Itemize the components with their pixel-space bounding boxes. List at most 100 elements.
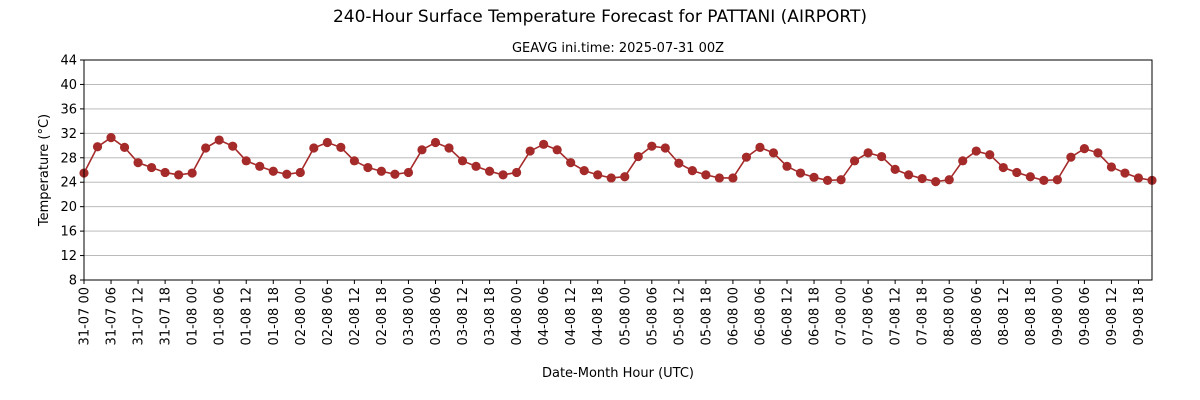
y-tick-label: 28 — [60, 151, 77, 166]
y-tick-label: 12 — [60, 249, 77, 264]
data-point — [322, 137, 332, 148]
data-point — [1052, 175, 1062, 185]
data-point — [1066, 152, 1076, 162]
y-tick-label: 36 — [60, 102, 77, 117]
data-point — [187, 168, 197, 178]
data-point — [282, 169, 292, 179]
data-point — [336, 142, 346, 152]
x-axis-label: Date-Month Hour (UTC) — [542, 366, 694, 381]
data-point — [160, 167, 170, 178]
data-point — [620, 172, 630, 182]
x-tick-label: 07-08 06 — [862, 287, 877, 345]
data-point — [376, 166, 387, 176]
x-tick-label: 01-08 18 — [267, 287, 282, 345]
data-point — [768, 148, 779, 158]
data-point — [309, 143, 319, 153]
data-point — [904, 170, 914, 180]
x-tick-label: 31-07 18 — [159, 287, 174, 345]
x-tick-label: 08-08 12 — [997, 287, 1012, 345]
data-point — [755, 142, 765, 152]
data-point — [566, 158, 576, 168]
data-point — [944, 175, 954, 185]
data-point — [714, 173, 724, 183]
data-point — [255, 161, 265, 171]
x-tick-label: 07-08 18 — [916, 287, 931, 345]
x-tick-label: 09-08 00 — [1051, 287, 1066, 345]
x-tick-label: 01-08 00 — [186, 287, 201, 345]
plot-frame — [83, 59, 1153, 281]
data-point — [119, 142, 130, 152]
x-tick-label: 02-08 06 — [321, 287, 336, 345]
data-point — [809, 172, 819, 182]
data-point — [593, 170, 603, 180]
x-tick-label: 01-08 12 — [240, 287, 255, 345]
y-tick-label: 44 — [60, 54, 77, 69]
data-point — [647, 141, 657, 151]
data-point — [214, 135, 224, 145]
data-point — [849, 156, 860, 166]
data-point — [741, 152, 752, 162]
data-point — [417, 145, 427, 155]
x-tick-label: 01-08 06 — [213, 287, 228, 345]
data-point — [92, 142, 103, 152]
data-point — [660, 143, 670, 153]
x-tick-label: 08-08 18 — [1024, 287, 1039, 345]
x-tick-label: 02-08 12 — [348, 287, 363, 345]
x-tick-label: 03-08 06 — [429, 287, 444, 345]
x-axis-ticks: 31-07 00 31-07 06 31-07 12 31-07 18 01-08 00… — [78, 280, 1147, 345]
data-point — [1079, 144, 1090, 154]
x-tick-label: 05-08 06 — [645, 287, 660, 345]
data-point — [525, 146, 535, 156]
data-point — [822, 175, 833, 185]
y-tick-label: 8 — [69, 274, 77, 289]
x-tick-label: 08-08 06 — [970, 287, 985, 345]
data-point — [498, 170, 508, 180]
data-point — [687, 166, 697, 176]
data-point — [539, 139, 549, 149]
gridlines — [84, 59, 1152, 281]
data-point — [674, 158, 684, 168]
x-tick-label: 06-08 18 — [808, 287, 823, 345]
data-point — [484, 166, 495, 176]
x-tick-label: 05-08 12 — [672, 287, 687, 345]
data-point — [1039, 175, 1049, 185]
data-point — [1106, 162, 1117, 172]
temperature-series-points — [79, 133, 1157, 187]
x-tick-label: 04-08 12 — [564, 287, 579, 345]
data-point — [863, 148, 873, 158]
y-axis-ticks: 8 12 16 20 24 28 32 36 40 44 — [60, 54, 84, 289]
data-point — [349, 156, 359, 166]
chart-title: 240-Hour Surface Temperature Forecast fo… — [333, 7, 867, 27]
x-tick-label: 09-08 12 — [1105, 287, 1120, 345]
data-point — [552, 145, 562, 155]
x-tick-label: 08-08 00 — [943, 287, 958, 345]
x-tick-label: 06-08 00 — [726, 287, 741, 345]
x-tick-label: 09-08 06 — [1078, 287, 1093, 345]
data-point — [471, 161, 481, 171]
data-point — [795, 168, 806, 178]
data-point — [728, 173, 738, 183]
chart-subtitle: GEAVG ini.time: 2025-07-31 00Z — [512, 41, 724, 56]
y-tick-label: 20 — [60, 200, 77, 215]
data-point — [430, 137, 441, 148]
x-tick-label: 06-08 06 — [753, 287, 768, 345]
x-tick-label: 04-08 06 — [537, 287, 552, 345]
data-point — [701, 170, 711, 180]
x-tick-label: 04-08 18 — [591, 287, 606, 345]
data-point — [403, 167, 414, 178]
y-tick-label: 40 — [60, 78, 77, 93]
data-point — [363, 162, 373, 173]
x-tick-label: 07-08 12 — [889, 287, 904, 345]
x-tick-label: 05-08 18 — [699, 287, 714, 345]
x-tick-label: 09-08 18 — [1132, 287, 1147, 345]
data-point — [1012, 167, 1022, 178]
data-point — [890, 164, 900, 174]
x-tick-label: 31-07 12 — [132, 287, 147, 345]
data-point — [1120, 168, 1130, 178]
y-axis-label: Temperature (°C) — [37, 114, 52, 227]
data-point — [174, 170, 184, 180]
x-tick-label: 03-08 12 — [456, 287, 471, 345]
data-point — [295, 167, 305, 178]
data-point — [512, 167, 522, 178]
data-point — [971, 146, 981, 156]
